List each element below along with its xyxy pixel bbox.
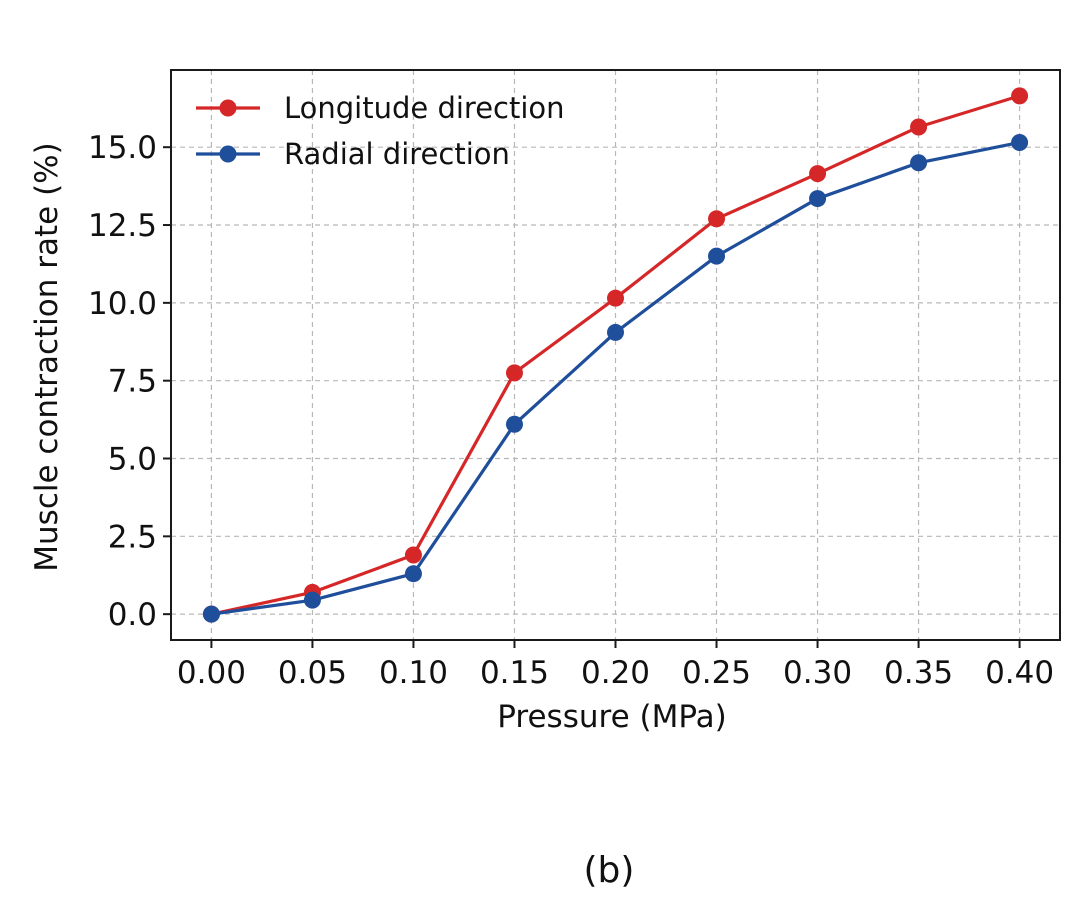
data-point: [708, 210, 726, 228]
y-tick-label: 5.0: [108, 442, 157, 478]
data-point: [809, 190, 827, 208]
series-layer: [202, 87, 1029, 623]
legend: Longitude direction Radial direction: [196, 91, 565, 171]
y-tick-label: 12.5: [88, 208, 157, 244]
panel-label: (b): [584, 850, 635, 891]
x-tick-label: 0.10: [379, 655, 448, 691]
x-tick-label: 0.05: [278, 655, 347, 691]
y-tick-label: 2.5: [108, 519, 157, 555]
x-tick-label: 0.35: [884, 655, 953, 691]
x-tick-label: 0.40: [985, 655, 1054, 691]
data-point: [708, 247, 726, 265]
data-point: [1011, 134, 1029, 152]
y-tick-label: 15.0: [88, 130, 157, 166]
data-point: [1011, 87, 1029, 105]
data-point: [910, 118, 928, 136]
y-axis-label: Muscle contraction rate (%): [29, 142, 65, 571]
data-point: [607, 289, 624, 307]
x-tick-label: 0.00: [177, 655, 246, 691]
legend-label: Longitude direction: [284, 91, 565, 125]
legend-item: Radial direction: [196, 137, 510, 171]
series-radial: [202, 134, 1029, 623]
data-point: [404, 565, 422, 583]
data-point: [607, 323, 624, 341]
legend-label: Radial direction: [284, 137, 510, 171]
data-point: [505, 364, 523, 382]
x-tick-label: 0.30: [783, 655, 852, 691]
data-point: [505, 415, 523, 433]
x-tick-label: 0.25: [682, 655, 751, 691]
y-tick-label: 0.0: [108, 597, 157, 633]
x-tick-label: 0.15: [480, 655, 549, 691]
data-point: [809, 165, 827, 183]
legend-marker: [219, 145, 237, 163]
x-tick-label: 0.20: [581, 655, 650, 691]
x-axis-label: Pressure (MPa): [497, 699, 726, 735]
data-point: [404, 546, 422, 564]
y-tick-label: 10.0: [88, 286, 157, 322]
legend-marker: [219, 99, 237, 117]
data-point: [202, 605, 220, 623]
axis-ticks: 0.00 0.05 0.10 0.15 0.20 0.25 0.30 0.35 0.40 0.0 2…: [88, 130, 1054, 691]
y-tick-label: 7.5: [108, 364, 157, 400]
data-point: [910, 154, 928, 172]
legend-item: Longitude direction: [196, 91, 565, 125]
data-point: [303, 591, 321, 609]
